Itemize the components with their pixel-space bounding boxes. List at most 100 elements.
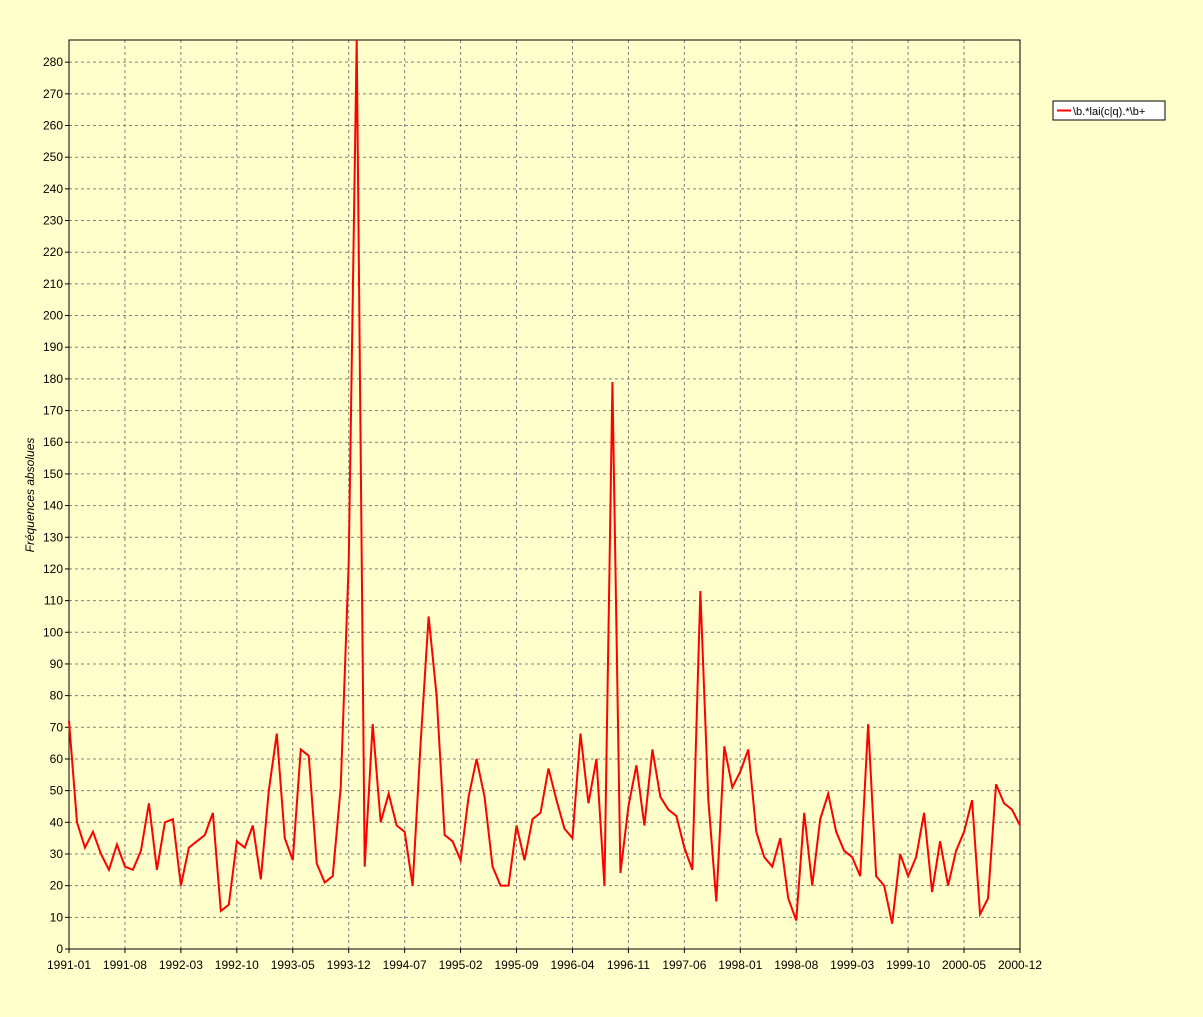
data-point bbox=[811, 885, 813, 887]
y-tick-label: 220 bbox=[43, 245, 63, 259]
data-point bbox=[228, 904, 230, 906]
x-tick-label: 1999-10 bbox=[886, 958, 930, 972]
data-point bbox=[891, 923, 893, 925]
data-point bbox=[244, 847, 246, 849]
data-point bbox=[540, 812, 542, 814]
data-point bbox=[140, 850, 142, 852]
data-point bbox=[316, 862, 318, 864]
data-point bbox=[971, 799, 973, 801]
data-point bbox=[108, 869, 110, 871]
data-point bbox=[675, 815, 677, 817]
data-point bbox=[667, 809, 669, 811]
data-point bbox=[843, 850, 845, 852]
data-point bbox=[412, 885, 414, 887]
x-tick-label: 1993-05 bbox=[271, 958, 315, 972]
data-point bbox=[723, 745, 725, 747]
data-point bbox=[875, 875, 877, 877]
grid bbox=[69, 40, 1020, 949]
data-point bbox=[771, 866, 773, 868]
x-tick-label: 1991-08 bbox=[103, 958, 147, 972]
data-point bbox=[468, 796, 470, 798]
data-point bbox=[883, 885, 885, 887]
data-point bbox=[500, 885, 502, 887]
x-tick-label: 2000-05 bbox=[942, 958, 986, 972]
data-point bbox=[260, 878, 262, 880]
data-point bbox=[1003, 802, 1005, 804]
y-tick-label: 40 bbox=[50, 815, 64, 829]
data-point bbox=[739, 771, 741, 773]
y-tick-label: 270 bbox=[43, 87, 63, 101]
y-tick-label: 120 bbox=[43, 562, 63, 576]
data-point bbox=[715, 900, 717, 902]
data-point bbox=[691, 869, 693, 871]
data-point bbox=[659, 796, 661, 798]
y-tick-label: 190 bbox=[43, 340, 63, 354]
data-point bbox=[116, 843, 118, 845]
y-tick-label: 50 bbox=[50, 784, 64, 798]
data-point bbox=[372, 723, 374, 725]
data-point bbox=[547, 767, 549, 769]
y-tick-label: 0 bbox=[56, 942, 63, 956]
data-point bbox=[180, 885, 182, 887]
y-tick-label: 160 bbox=[43, 435, 63, 449]
x-tick-label: 1994-07 bbox=[383, 958, 427, 972]
data-point bbox=[276, 733, 278, 735]
x-tick-label: 2000-12 bbox=[998, 958, 1042, 972]
data-point bbox=[915, 856, 917, 858]
y-tick-label: 180 bbox=[43, 372, 63, 386]
data-point bbox=[627, 805, 629, 807]
y-tick-label: 280 bbox=[43, 55, 63, 69]
data-point bbox=[603, 885, 605, 887]
data-point bbox=[204, 834, 206, 836]
data-point bbox=[819, 818, 821, 820]
x-tick-label: 1996-11 bbox=[607, 958, 650, 972]
data-point bbox=[380, 821, 382, 823]
data-point bbox=[947, 885, 949, 887]
data-point bbox=[292, 859, 294, 861]
data-point bbox=[795, 919, 797, 921]
data-point bbox=[196, 840, 198, 842]
y-tick-label: 250 bbox=[43, 150, 63, 164]
data-point bbox=[707, 799, 709, 801]
y-tick-label: 150 bbox=[43, 467, 63, 481]
x-tick-label: 1998-08 bbox=[774, 958, 818, 972]
y-tick-label: 130 bbox=[43, 530, 63, 544]
data-point bbox=[787, 897, 789, 899]
data-point bbox=[979, 913, 981, 915]
data-point bbox=[1011, 809, 1013, 811]
data-point bbox=[683, 847, 685, 849]
data-point bbox=[587, 802, 589, 804]
data-point bbox=[963, 831, 965, 833]
legend: \b.*lai(c|q).*\b+ bbox=[1052, 100, 1166, 121]
data-point bbox=[444, 834, 446, 836]
x-tick-label: 1992-10 bbox=[215, 958, 259, 972]
data-point bbox=[164, 821, 166, 823]
data-point bbox=[308, 755, 310, 757]
y-tick-label: 240 bbox=[43, 182, 63, 196]
data-point bbox=[428, 615, 430, 617]
y-tick-label: 30 bbox=[50, 847, 64, 861]
data-point bbox=[619, 872, 621, 874]
data-point bbox=[436, 695, 438, 697]
y-tick-label: 140 bbox=[43, 499, 63, 513]
data-point bbox=[148, 802, 150, 804]
data-point bbox=[779, 837, 781, 839]
data-point bbox=[460, 859, 462, 861]
data-point bbox=[452, 840, 454, 842]
data-point bbox=[252, 824, 254, 826]
x-tick-label: 1992-03 bbox=[159, 958, 203, 972]
axis-ticks bbox=[65, 61, 1021, 953]
data-point bbox=[212, 812, 214, 814]
data-point bbox=[268, 790, 270, 792]
data-point bbox=[755, 831, 757, 833]
data-point bbox=[835, 831, 837, 833]
data-point bbox=[931, 891, 933, 893]
legend-label: \b.*lai(c|q).*\b+ bbox=[1073, 106, 1145, 118]
y-tick-label: 10 bbox=[50, 910, 64, 924]
y-tick-label: 110 bbox=[44, 594, 63, 608]
data-point bbox=[156, 869, 158, 871]
data-point bbox=[484, 796, 486, 798]
data-point bbox=[803, 812, 805, 814]
